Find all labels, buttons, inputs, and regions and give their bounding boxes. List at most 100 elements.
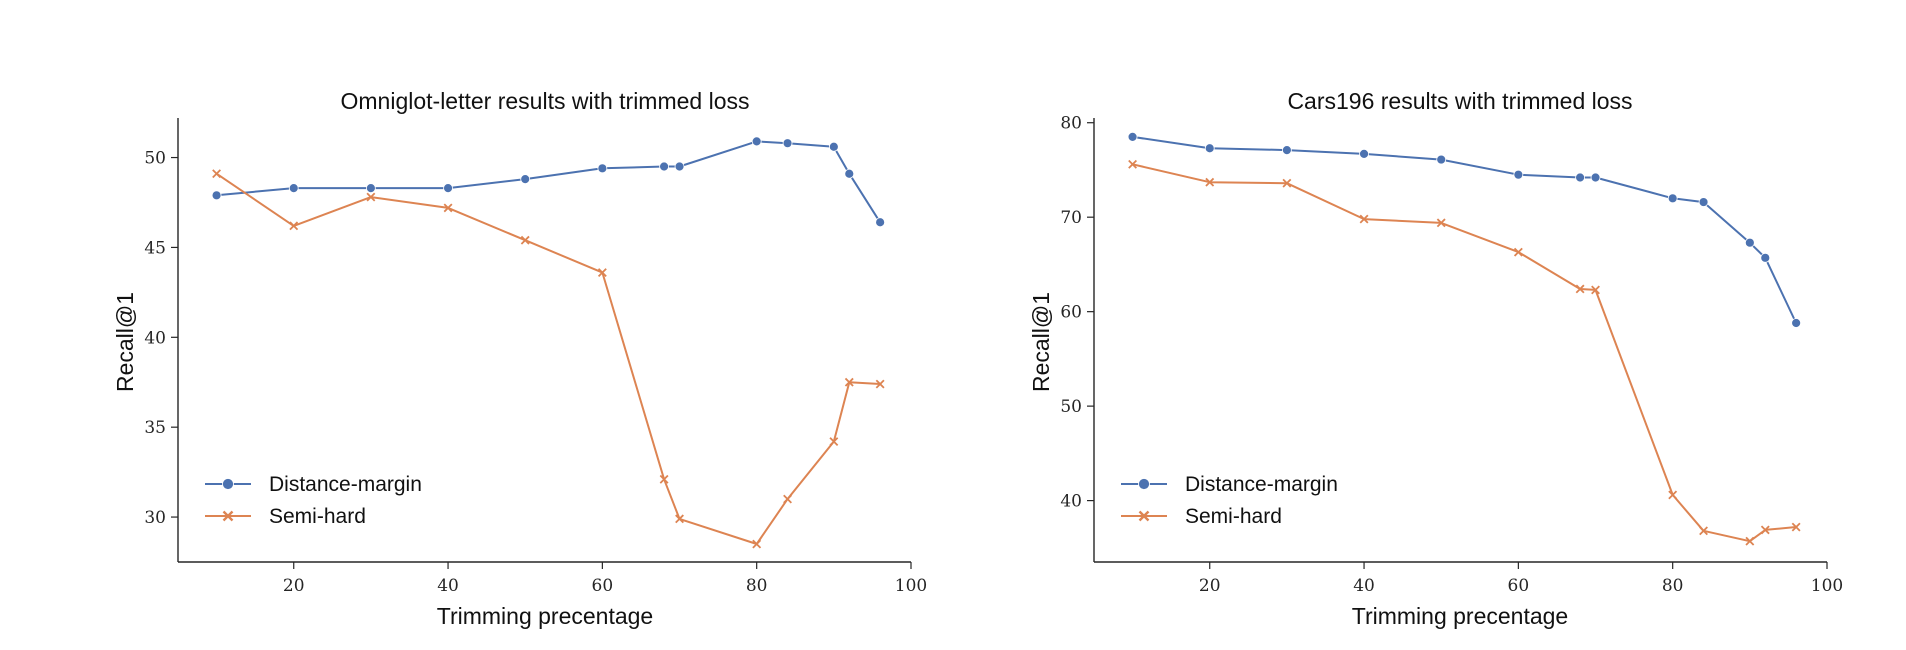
legend-item-semi-hard: Semi-hard bbox=[1121, 505, 1282, 528]
x-marker-stroke bbox=[1205, 177, 1215, 187]
data-point bbox=[1590, 172, 1601, 183]
data-point bbox=[752, 539, 762, 549]
data-point bbox=[675, 514, 684, 524]
data-point bbox=[1760, 525, 1770, 535]
data-point bbox=[1791, 522, 1801, 532]
x-marker-stroke bbox=[443, 203, 453, 213]
data-point bbox=[443, 203, 453, 213]
y-tick-label: 70 bbox=[1060, 208, 1082, 228]
legend-label: Distance-margin bbox=[269, 473, 422, 496]
data-point bbox=[443, 183, 453, 194]
x-marker-stroke bbox=[212, 169, 222, 179]
axes: 20 40 60 80 100 30 35 40 45 50 bbox=[144, 118, 927, 596]
x-marker-stroke bbox=[1128, 159, 1138, 169]
plot-area bbox=[1127, 131, 1802, 546]
y-tick-label: 45 bbox=[144, 238, 166, 258]
x-marker-stroke bbox=[675, 514, 684, 524]
legend-marker-circle bbox=[222, 478, 234, 490]
data-point bbox=[1359, 148, 1369, 159]
legend-label: Semi-hard bbox=[1185, 505, 1282, 528]
x-axis-label: Trimming precentage bbox=[1352, 603, 1568, 629]
x-axis-label: Trimming precentage bbox=[437, 603, 653, 629]
x-marker-stroke bbox=[1282, 178, 1292, 188]
x-tick-label: 100 bbox=[895, 576, 927, 596]
y-tick-label: 40 bbox=[1060, 492, 1082, 512]
data-point bbox=[1744, 237, 1755, 248]
x-marker-stroke bbox=[1513, 247, 1523, 257]
x-marker-stroke bbox=[597, 268, 607, 278]
x-marker-stroke bbox=[829, 437, 839, 446]
data-point bbox=[597, 268, 607, 278]
legend-marker-circle bbox=[1138, 478, 1150, 490]
axes: 20 40 60 80 100 40 50 60 70 80 bbox=[1060, 114, 1843, 596]
data-point bbox=[1281, 145, 1292, 156]
data-point bbox=[844, 377, 854, 387]
y-axis-label: Recall@1 bbox=[112, 292, 138, 392]
data-point bbox=[1205, 177, 1215, 187]
data-point bbox=[1282, 178, 1292, 188]
legend-marker-x bbox=[1138, 510, 1150, 522]
x-marker-stroke bbox=[659, 474, 669, 484]
data-point bbox=[1668, 490, 1678, 500]
data-point bbox=[1204, 143, 1215, 154]
x-marker-stroke bbox=[783, 494, 792, 504]
x-marker-stroke bbox=[1359, 214, 1369, 224]
legend-item-distance-margin: Distance-margin bbox=[1121, 473, 1338, 496]
data-point bbox=[366, 192, 376, 202]
data-point bbox=[659, 474, 669, 484]
x-marker-stroke bbox=[366, 192, 376, 202]
data-point bbox=[1667, 193, 1678, 204]
x-marker-stroke bbox=[1668, 490, 1678, 500]
x-marker-stroke bbox=[752, 539, 762, 549]
series-line-distance-margin bbox=[1132, 135, 1798, 324]
chart-title: Cars196 results with trimmed loss bbox=[1287, 88, 1632, 114]
data-point bbox=[1591, 285, 1600, 295]
y-tick-label: 35 bbox=[144, 418, 166, 438]
data-point bbox=[1760, 252, 1771, 263]
y-tick-label: 30 bbox=[144, 508, 166, 528]
x-marker-stroke bbox=[520, 235, 530, 245]
x-marker-stroke bbox=[1745, 536, 1755, 546]
plot-area bbox=[211, 136, 886, 549]
series-line-distance-margin bbox=[216, 140, 881, 223]
x-tick-label: 80 bbox=[746, 576, 768, 596]
data-point bbox=[782, 138, 793, 149]
data-point bbox=[597, 163, 608, 174]
data-point bbox=[1127, 131, 1138, 142]
data-point bbox=[751, 136, 762, 147]
y-tick-label: 50 bbox=[144, 149, 166, 169]
x-tick-label: 20 bbox=[1199, 576, 1221, 596]
x-tick-label: 100 bbox=[1811, 576, 1843, 596]
x-tick-label: 40 bbox=[437, 576, 459, 596]
data-point bbox=[674, 161, 685, 172]
chart-omniglot: Omniglot-letter results with trimmed los… bbox=[112, 88, 927, 629]
legend-marker-x bbox=[222, 510, 234, 522]
data-point bbox=[1436, 154, 1447, 165]
data-point bbox=[659, 161, 669, 172]
x-tick-label: 20 bbox=[283, 576, 305, 596]
chart-title: Omniglot-letter results with trimmed los… bbox=[341, 88, 750, 114]
data-point bbox=[844, 168, 855, 179]
data-point bbox=[875, 217, 886, 228]
x-marker-stroke bbox=[289, 221, 299, 231]
y-tick-label: 80 bbox=[1060, 114, 1082, 134]
x-marker-stroke bbox=[1436, 218, 1446, 228]
y-tick-label: 50 bbox=[1060, 397, 1082, 417]
data-point bbox=[1575, 172, 1585, 183]
data-point bbox=[289, 221, 299, 231]
y-tick-label: 60 bbox=[1060, 303, 1082, 323]
x-marker-stroke bbox=[1699, 526, 1708, 536]
data-point bbox=[783, 494, 792, 504]
legend: Distance-margin Semi-hard bbox=[205, 473, 422, 528]
legend: Distance-margin Semi-hard bbox=[1121, 473, 1338, 528]
x-marker-stroke bbox=[1575, 284, 1585, 294]
x-tick-label: 60 bbox=[592, 576, 614, 596]
data-point bbox=[1359, 214, 1369, 224]
x-tick-label: 40 bbox=[1353, 576, 1375, 596]
data-point bbox=[1513, 247, 1523, 257]
legend-item-semi-hard: Semi-hard bbox=[205, 505, 366, 528]
data-point bbox=[828, 141, 839, 152]
x-tick-label: 80 bbox=[1662, 576, 1684, 596]
data-point bbox=[211, 190, 222, 201]
